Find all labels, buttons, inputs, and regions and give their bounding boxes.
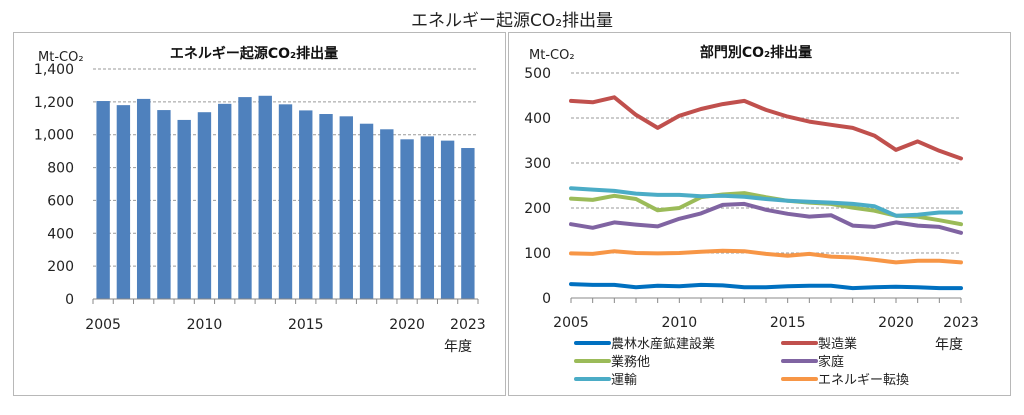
bar-2019 (380, 129, 394, 299)
bar-2016 (319, 114, 333, 299)
bar-2022 (440, 140, 455, 299)
legend-label: 農林水産鉱建設業 (611, 336, 715, 352)
series-line-3 (569, 201, 963, 235)
legend-item: 家庭 (781, 354, 844, 370)
y-tick-label: 1,400 (34, 62, 74, 78)
bar-2017 (339, 116, 353, 299)
legend-item: エネルギー転換 (781, 373, 909, 388)
bar-2013 (258, 95, 272, 300)
y-unit-label: Mt-CO₂ (529, 48, 575, 63)
legend-label: エネルギー転換 (818, 373, 909, 388)
y-tick-label: 600 (47, 193, 74, 209)
x-tick-label: 2020 (878, 315, 914, 331)
series-line-4 (569, 186, 963, 218)
line-chart-panel: Mt-CO₂ 部門別CO₂排出量 0 100 200 300 400 500 2005 20… (508, 32, 1011, 396)
y-tick-label: 200 (47, 259, 74, 275)
y-unit-label: Mt-CO₂ (38, 50, 84, 65)
bar-2021 (420, 136, 435, 299)
bar-chart: Mt-CO₂ エネルギー起源CO₂排出量 0 200 400 600 800 1,000 1… (34, 45, 486, 355)
x-tick-label: 2010 (187, 317, 223, 333)
x-tick-label: 2005 (553, 315, 589, 331)
bar-2006 (116, 105, 131, 300)
x-tick-label: 2023 (943, 315, 979, 331)
bar-2008 (157, 110, 171, 299)
series-line-1 (569, 95, 963, 161)
bar-2012 (238, 97, 252, 299)
legend-label: 家庭 (818, 354, 844, 370)
bar-2014 (278, 104, 293, 299)
series-line-5 (569, 248, 963, 265)
bar-2018 (359, 123, 374, 299)
x-axis-label: 年度 (935, 337, 963, 353)
bar-2005 (96, 101, 110, 300)
y-tick-label: 0 (542, 291, 551, 307)
bar-2020 (400, 139, 414, 299)
y-tick-label: 200 (524, 201, 551, 217)
x-tick-label: 2023 (450, 317, 486, 333)
x-tick-label: 2005 (85, 317, 121, 333)
bar-2009 (177, 119, 191, 299)
legend-label: 製造業 (818, 336, 857, 352)
x-tick-label: 2020 (389, 317, 425, 333)
chart-title: エネルギー起源CO₂排出量 (170, 45, 338, 62)
legend-item: 運輸 (574, 373, 637, 388)
y-tick-label: 1,000 (34, 128, 74, 144)
legend-item: 製造業 (781, 336, 857, 352)
x-tick-label: 2015 (288, 317, 324, 333)
y-tick-label: 0 (65, 292, 74, 308)
bar-2011 (218, 103, 232, 299)
page-title: エネルギー起源CO₂排出量 (410, 11, 614, 31)
series-line-0 (569, 282, 963, 291)
legend-item: 農林水産鉱建設業 (574, 336, 715, 352)
legend-label: 業務他 (611, 354, 650, 370)
chart-title: 部門別CO₂排出量 (700, 44, 812, 61)
bar-2010 (197, 112, 212, 299)
bar-chart-panel: Mt-CO₂ エネルギー起源CO₂排出量 0 200 400 600 800 1,000 1… (13, 32, 506, 396)
x-tick-label: 2010 (662, 315, 698, 331)
y-tick-label: 100 (524, 246, 551, 262)
y-tick-label: 500 (524, 66, 551, 82)
legend-item: 業務他 (574, 354, 650, 370)
y-tick-label: 800 (47, 161, 74, 177)
bar-2023 (461, 148, 475, 299)
x-tick-label: 2015 (770, 315, 806, 331)
y-tick-label: 300 (524, 156, 551, 172)
x-axis-label: 年度 (444, 339, 472, 355)
y-tick-label: 1,200 (34, 95, 74, 111)
bar-2007 (136, 98, 151, 300)
bar-2015 (299, 110, 313, 300)
line-chart: Mt-CO₂ 部門別CO₂排出量 0 100 200 300 400 500 2005 20… (524, 44, 979, 388)
y-tick-label: 400 (47, 226, 74, 242)
legend-label: 運輸 (611, 373, 637, 388)
y-tick-label: 400 (524, 111, 551, 127)
